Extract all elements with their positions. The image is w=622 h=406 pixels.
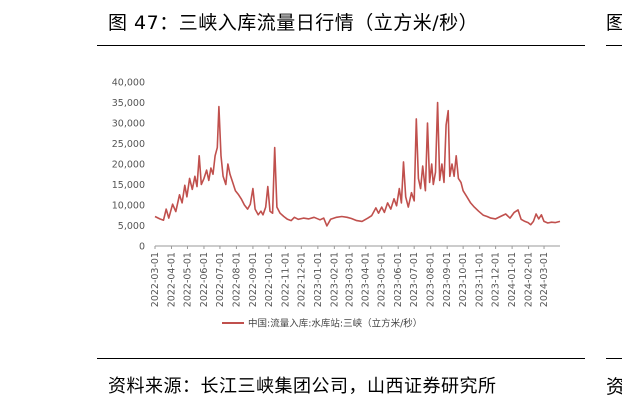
adjacent-source-rule: [606, 358, 622, 359]
y-tick-label: 20,000: [112, 160, 145, 171]
x-tick-label: 2023-04-01: [361, 252, 372, 307]
x-tick-label: 2023-11-01: [475, 252, 486, 307]
x-tick-label: 2022-05-01: [182, 252, 193, 307]
x-tick-label: 2023-06-01: [393, 252, 404, 307]
x-tick-label: 2023-10-01: [458, 252, 469, 307]
y-tick-label: 40,000: [112, 78, 145, 89]
series-line-0: [154, 101, 561, 227]
x-tick-label: 2022-10-01: [264, 252, 275, 307]
y-tick-label: 5,000: [118, 221, 145, 232]
source-note: 资料来源：长江三峡集团公司，山西证券研究所: [108, 376, 497, 397]
legend: 中国:流量入库:水库站:三峡（立方米/秒）: [222, 318, 422, 330]
y-tick-label: 15,000: [112, 180, 145, 191]
y-tick-label: 30,000: [112, 119, 145, 130]
y-tick-label: 25,000: [112, 139, 145, 150]
y-axis: 0 5,000 10,000 15,000 20,000 25,000 30,000 35,0…: [112, 78, 145, 253]
adjacent-source-fragment: 资: [606, 376, 622, 398]
x-tick-label: 2022-11-01: [280, 252, 291, 307]
x-tick-label: 2024-02-01: [524, 252, 535, 307]
source-rule: [97, 358, 585, 359]
x-tick-label: 2022-12-01: [296, 252, 307, 307]
x-tick-label: 2023-03-01: [344, 252, 355, 307]
y-tick-label: 0: [139, 242, 145, 253]
legend-label: 中国:流量入库:水库站:三峡（立方米/秒）: [248, 318, 422, 330]
x-tick-label: 2024-03-01: [539, 252, 550, 307]
x-tick-label: 2023-08-01: [426, 252, 437, 307]
x-tick-label: 2022-09-01: [248, 252, 259, 307]
x-tick-label: 2022-08-01: [231, 252, 242, 307]
x-tick-label: 2023-07-01: [409, 252, 420, 307]
x-tick-label: 2023-01-01: [313, 252, 324, 307]
title-rule: [97, 45, 585, 46]
x-tick-label: 2023-09-01: [442, 252, 453, 307]
x-tick-label: 2023-02-01: [329, 252, 340, 307]
x-tick-label: 2022-07-01: [215, 252, 226, 307]
x-tick-label: 2022-04-01: [166, 252, 177, 307]
y-tick-label: 35,000: [112, 98, 145, 109]
x-axis: 2022-03-01 2022-04-01 2022-05-01 2022-06-01…: [150, 245, 560, 307]
x-tick-label: 2022-06-01: [199, 252, 210, 307]
adjacent-figure-title-fragment: 图: [606, 12, 622, 34]
x-tick-label: 2022-03-01: [150, 252, 161, 307]
figure-title: 图 47：三峡入库流量日行情（立方米/秒）: [108, 12, 479, 34]
x-tick-label: 2023-12-01: [491, 252, 502, 307]
x-tick-label: 2023-05-01: [377, 252, 388, 307]
adjacent-title-rule: [606, 45, 622, 46]
y-tick-label: 10,000: [112, 201, 145, 212]
plot-area: [154, 101, 561, 227]
x-tick-label: 2024-01-01: [507, 252, 518, 307]
